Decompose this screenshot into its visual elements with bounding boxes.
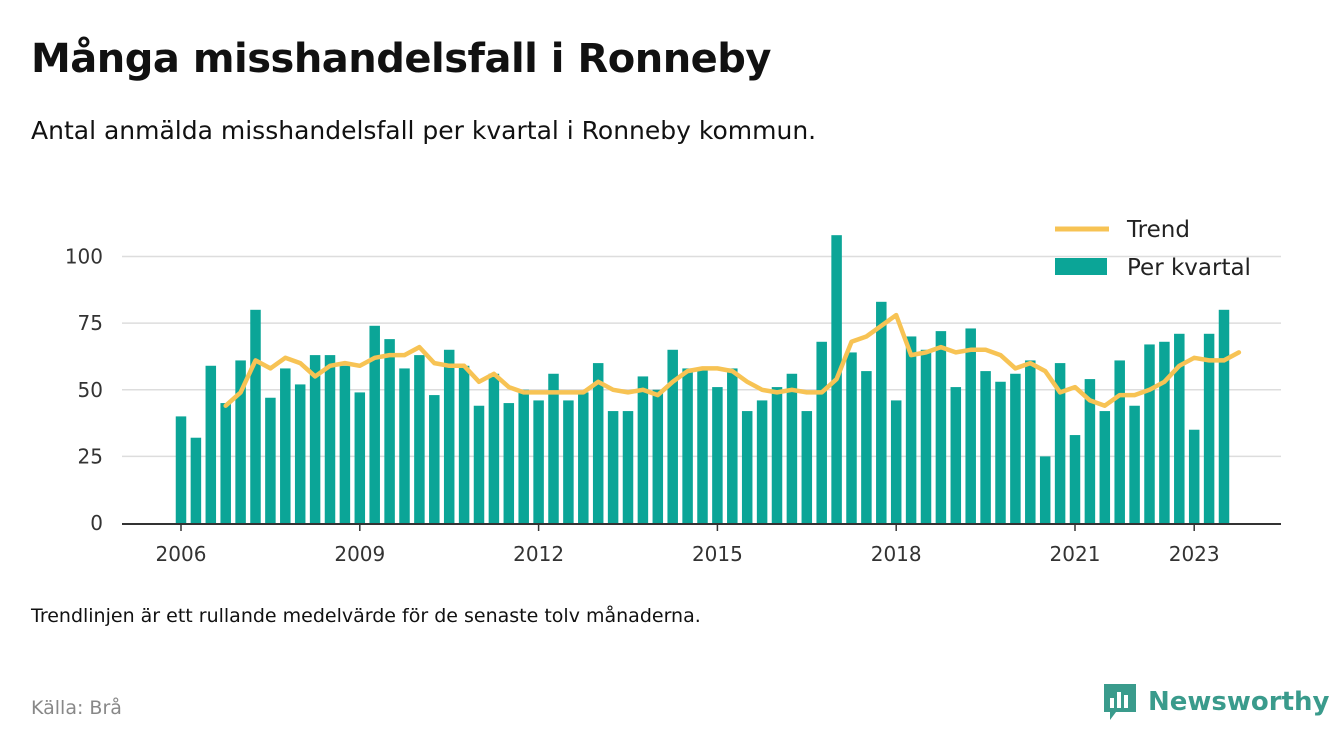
bar: [1174, 333, 1185, 523]
bar: [712, 387, 723, 523]
bar: [414, 355, 425, 523]
bar: [637, 376, 649, 523]
bar: [548, 373, 559, 523]
bar: [503, 403, 515, 523]
bar: [324, 355, 336, 523]
bar: [607, 411, 619, 523]
bar: [533, 400, 544, 523]
y-tick-label: 100: [65, 245, 103, 269]
bar: [801, 411, 813, 523]
bar: [578, 392, 589, 523]
bar: [265, 397, 276, 523]
y-tick-labels: 0 25 50 75 100: [65, 245, 103, 536]
bar: [458, 365, 470, 523]
bar: [309, 355, 321, 523]
bar: [1188, 429, 1200, 523]
x-tick-label: 2015: [692, 542, 743, 566]
bar: [205, 365, 217, 523]
x-tick-label: 2023: [1169, 542, 1220, 566]
bar: [876, 301, 887, 523]
x-tick-label: 2012: [513, 542, 564, 566]
bar: [354, 392, 366, 523]
bar: [443, 349, 455, 523]
bar: [682, 368, 693, 523]
bar: [1039, 456, 1051, 523]
bar: [1203, 333, 1215, 523]
bar: [1025, 360, 1036, 523]
y-tick-label: 75: [78, 311, 103, 335]
bar: [592, 363, 604, 523]
legend: Trend Per kvartal: [1055, 217, 1251, 281]
bar: [399, 368, 410, 523]
bar: [622, 411, 634, 523]
bar: [667, 349, 678, 523]
bar: [220, 403, 231, 523]
bar: [816, 341, 827, 523]
bar: [339, 365, 351, 523]
bar: [1099, 411, 1111, 523]
x-tick-label: 2009: [334, 542, 385, 566]
x-tick-marks: [180, 524, 1195, 531]
legend-bars-swatch: [1055, 258, 1107, 275]
bar: [235, 360, 246, 523]
bar: [1218, 309, 1230, 523]
bar-series: [175, 235, 1230, 523]
bar: [175, 416, 187, 523]
y-tick-label: 50: [78, 378, 103, 402]
bar: [1114, 360, 1125, 523]
bar: [905, 336, 917, 523]
brand-name: Newsworthy: [1148, 687, 1330, 717]
bar: [741, 411, 753, 523]
bar: [995, 381, 1006, 523]
bar: [473, 405, 485, 523]
bar: [890, 400, 902, 523]
bar: [280, 368, 291, 523]
bar: [935, 331, 947, 523]
bar: [756, 400, 768, 523]
bar: [980, 371, 991, 523]
y-tick-label: 0: [90, 511, 103, 535]
bar: [384, 339, 395, 523]
bar: [1159, 341, 1170, 523]
bar: [1069, 435, 1081, 523]
bar: [429, 395, 440, 523]
chart-title: Många misshandelsfall i Ronneby: [31, 36, 772, 82]
bar: [846, 352, 857, 523]
bar: [920, 349, 932, 523]
bar: [518, 389, 529, 523]
chart-subtitle: Antal anmälda misshandelsfall per kvarta…: [31, 116, 817, 145]
legend-trend-label: Trend: [1126, 217, 1190, 243]
bar: [1144, 344, 1155, 523]
bar: [727, 368, 738, 523]
bar: [369, 325, 380, 523]
trend-line: [223, 312, 1242, 408]
bar: [190, 437, 202, 523]
newsworthy-logo-icon: [1104, 684, 1136, 720]
x-tick-label: 2021: [1050, 542, 1101, 566]
bar: [1129, 405, 1140, 523]
bar: [950, 387, 962, 523]
bar: [1010, 373, 1021, 523]
bar: [294, 384, 306, 523]
bar: [697, 368, 708, 523]
bar: [250, 309, 261, 523]
bar: [861, 371, 872, 523]
bar: [1054, 363, 1066, 523]
bar: [965, 328, 976, 523]
legend-bars-label: Per kvartal: [1127, 255, 1251, 281]
x-tick-label: 2018: [871, 542, 922, 566]
bar: [771, 387, 783, 523]
bar: [652, 389, 664, 523]
bar: [786, 373, 798, 523]
source-label: Källa: Brå: [31, 697, 122, 719]
x-tick-labels: 2006 2009 2012 2015 2018 2021 2023: [156, 542, 1220, 566]
y-tick-label: 25: [78, 444, 103, 468]
bar: [1084, 379, 1096, 523]
newsworthy-brand[interactable]: Newsworthy: [1102, 682, 1329, 722]
footnote: Trendlinjen är ett rullande medelvärde f…: [31, 605, 701, 627]
bar: [488, 373, 500, 523]
x-tick-label: 2006: [156, 542, 207, 566]
bar: [563, 400, 574, 523]
